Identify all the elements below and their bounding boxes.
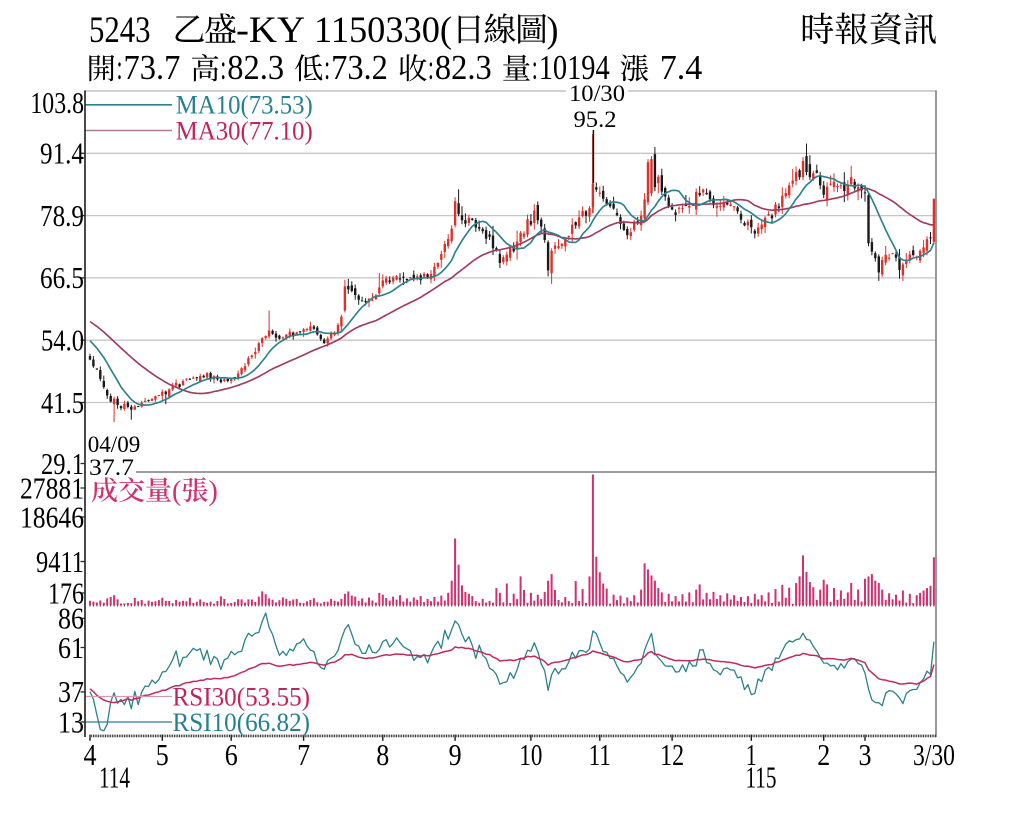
svg-text:29.1: 29.1 (41, 446, 84, 481)
svg-text:1: 1 (746, 737, 757, 772)
svg-text:10194: 10194 (539, 48, 610, 87)
svg-text:37.7: 37.7 (89, 455, 134, 481)
svg-text:73.2: 73.2 (331, 48, 388, 87)
svg-text:1150330(: 1150330( (314, 10, 452, 51)
svg-text:78.9: 78.9 (40, 198, 84, 233)
svg-text:61: 61 (58, 630, 84, 665)
svg-text:4: 4 (84, 737, 97, 772)
svg-text:27881: 27881 (20, 470, 84, 505)
svg-text:11: 11 (589, 737, 611, 772)
svg-text:3/30: 3/30 (913, 737, 955, 772)
svg-text:176: 176 (48, 575, 84, 610)
svg-text:10: 10 (519, 737, 542, 772)
svg-text:-KY: -KY (236, 10, 305, 51)
svg-text:8: 8 (376, 737, 389, 772)
svg-text::: : (428, 48, 434, 87)
svg-text:10/30: 10/30 (569, 81, 625, 107)
svg-text:RSI10(66.82): RSI10(66.82) (173, 708, 311, 737)
svg-text:MA10(73.53): MA10(73.53) (176, 91, 313, 120)
svg-text:41.5: 41.5 (41, 385, 84, 420)
svg-text:9: 9 (449, 737, 462, 772)
svg-text::: : (220, 48, 226, 87)
svg-text:86: 86 (58, 601, 84, 636)
svg-text::: : (324, 48, 330, 87)
svg-text:MA30(77.10): MA30(77.10) (176, 117, 313, 146)
svg-text:103.8: 103.8 (30, 85, 84, 120)
svg-text:5243: 5243 (89, 10, 151, 51)
svg-text:82.3: 82.3 (435, 48, 492, 87)
svg-text:37: 37 (58, 674, 84, 709)
svg-text:3: 3 (859, 737, 872, 772)
svg-text:2: 2 (817, 737, 830, 772)
svg-text:13: 13 (58, 704, 84, 739)
svg-text:73.7: 73.7 (124, 48, 181, 87)
svg-text:9411: 9411 (36, 544, 84, 579)
svg-text:115: 115 (746, 760, 777, 795)
svg-text:04/09: 04/09 (88, 432, 141, 458)
svg-text:7.4: 7.4 (660, 48, 703, 87)
svg-text:RSI30(53.55): RSI30(53.55) (173, 683, 311, 712)
svg-text:7: 7 (297, 737, 310, 772)
svg-text:95.2: 95.2 (574, 107, 617, 133)
svg-text:12: 12 (660, 737, 684, 772)
svg-text:): ) (209, 476, 218, 507)
svg-text:): ) (547, 10, 559, 51)
svg-text:5: 5 (156, 737, 169, 772)
svg-text:6: 6 (225, 737, 238, 772)
svg-text:114: 114 (99, 760, 130, 795)
svg-text::: : (532, 48, 538, 87)
svg-text:91.4: 91.4 (40, 136, 84, 171)
svg-text::: : (117, 48, 123, 87)
svg-text:18646: 18646 (20, 499, 84, 534)
svg-text:66.5: 66.5 (40, 260, 84, 295)
svg-text:54.0: 54.0 (41, 323, 84, 358)
svg-text:82.3: 82.3 (227, 48, 284, 87)
svg-text:(: ( (172, 476, 181, 507)
